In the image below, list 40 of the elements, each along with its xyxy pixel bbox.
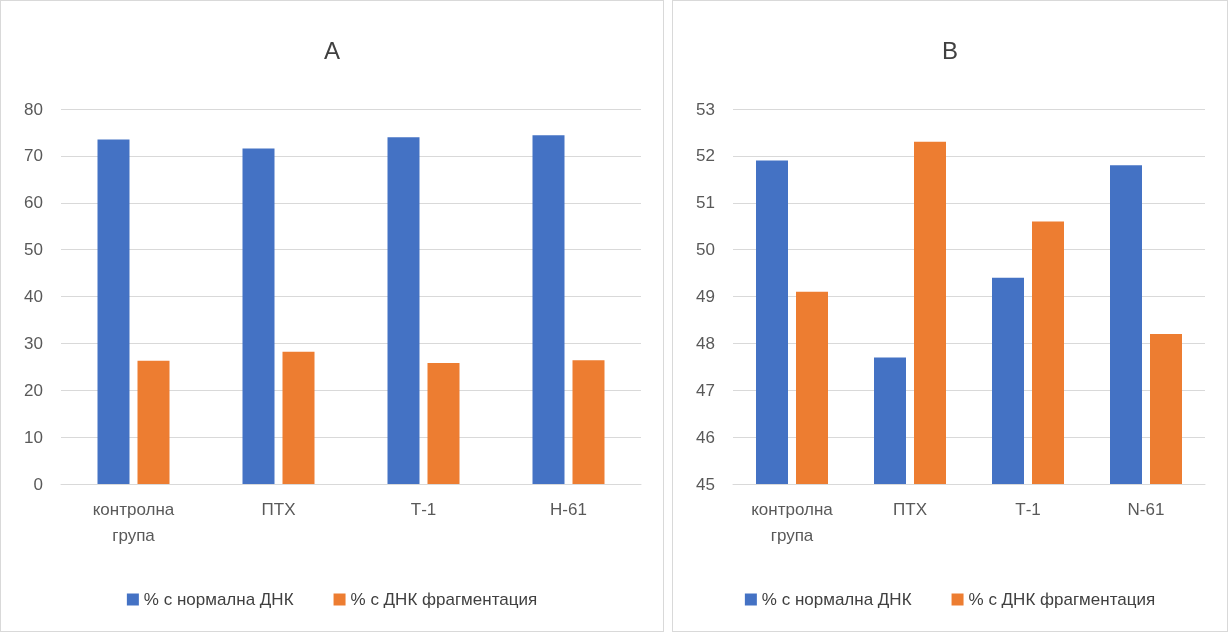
legend-label: % с нормална ДНК	[761, 590, 912, 609]
bar	[532, 135, 565, 484]
x-tick-label: ПТХ	[893, 499, 927, 519]
bar	[242, 148, 275, 484]
y-tick-label: 51	[696, 193, 715, 213]
legend-label: % с ДНК фрагментация	[350, 590, 538, 609]
x-tick-label: ПТХ	[261, 499, 296, 519]
bar	[282, 351, 315, 484]
x-tick-label: Т-1	[1015, 499, 1041, 519]
legend-label: % с ДНК фрагментация	[968, 590, 1156, 609]
y-tick-label: 49	[696, 287, 715, 306]
x-tick-label: контролна група	[751, 499, 834, 545]
x-tick-label: Н-61	[550, 499, 587, 519]
bar	[427, 363, 460, 484]
y-tick-label: 48	[696, 333, 715, 353]
y-tick-label: 70	[24, 146, 43, 166]
y-tick-label: 40	[24, 287, 43, 306]
y-tick-label: 80	[24, 99, 43, 119]
y-tick-label: 47	[696, 380, 715, 400]
x-tick-label: Т-1	[410, 499, 437, 519]
y-tick-label: 46	[696, 427, 715, 447]
legend-label: % с нормална ДНК	[143, 590, 294, 609]
y-tick-label: 45	[696, 474, 715, 494]
chart-title: B	[941, 36, 959, 64]
y-tick-label: 60	[24, 193, 43, 213]
y-tick-label: 53	[696, 99, 715, 119]
x-tick-label: N-61	[1127, 499, 1165, 519]
y-tick-label: 50	[24, 240, 43, 260]
y-tick-label: 30	[24, 333, 43, 353]
y-tick-label: 52	[696, 146, 715, 166]
y-tick-label: 0	[33, 474, 43, 494]
chart-title: A	[323, 36, 341, 64]
bar	[97, 139, 130, 484]
bar	[387, 137, 420, 484]
bar	[137, 360, 170, 484]
y-tick-label: 10	[24, 427, 43, 447]
y-tick-label: 50	[696, 240, 715, 260]
bar	[572, 360, 605, 484]
x-tick-label: контролна група	[92, 499, 175, 545]
y-tick-label: 20	[24, 380, 43, 400]
